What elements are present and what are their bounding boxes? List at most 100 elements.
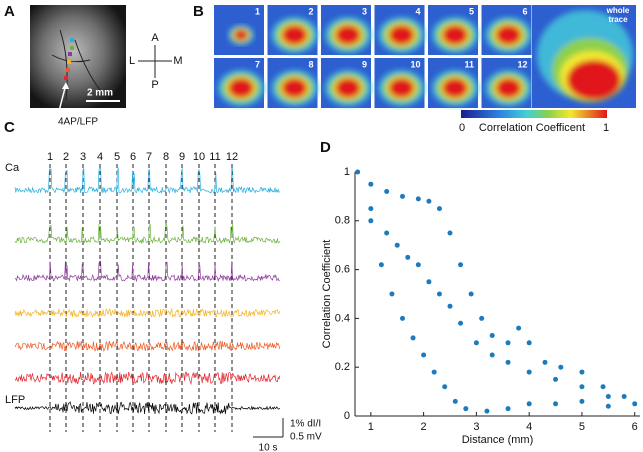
point bbox=[526, 340, 532, 346]
event-number: 4 bbox=[97, 151, 103, 163]
event-number: 7 bbox=[146, 151, 152, 163]
whole-trace-label: whole bbox=[606, 6, 630, 15]
point bbox=[542, 359, 548, 365]
point bbox=[489, 352, 495, 358]
point bbox=[553, 401, 559, 407]
point bbox=[355, 169, 361, 175]
roi-dot bbox=[66, 68, 70, 72]
point bbox=[368, 181, 374, 187]
y-tick-label: 0.6 bbox=[335, 264, 350, 276]
scale-label: 1% dI/I bbox=[290, 419, 321, 430]
point bbox=[442, 384, 448, 390]
panel-label: A bbox=[4, 3, 15, 20]
blob bbox=[495, 78, 522, 98]
colorbar-min: 0 bbox=[459, 122, 465, 134]
point bbox=[436, 291, 442, 297]
x-tick-label: 5 bbox=[579, 421, 585, 433]
frame-blob bbox=[218, 70, 264, 106]
point bbox=[505, 340, 511, 346]
blob bbox=[442, 78, 468, 98]
frame-blob bbox=[432, 70, 478, 106]
x-axis-label: Distance (mm) bbox=[462, 434, 534, 446]
frame-number: 3 bbox=[362, 6, 367, 16]
roi-dot bbox=[70, 38, 74, 42]
point bbox=[484, 408, 490, 414]
compass-label: P bbox=[151, 79, 158, 91]
point bbox=[505, 359, 511, 365]
frame-blob bbox=[378, 70, 425, 106]
point bbox=[463, 406, 469, 412]
frame-number: 6 bbox=[522, 6, 527, 16]
point bbox=[479, 315, 485, 321]
compass bbox=[138, 45, 172, 78]
trace bbox=[14, 307, 281, 318]
scale-label: 10 s bbox=[259, 443, 278, 452]
x-tick-label: 6 bbox=[632, 421, 638, 433]
frame-blob bbox=[485, 17, 532, 53]
frame-number: 1 bbox=[255, 6, 260, 16]
blob bbox=[281, 78, 308, 98]
trace bbox=[14, 260, 280, 283]
colorbar-max: 1 bbox=[603, 122, 609, 134]
point bbox=[389, 291, 395, 297]
event-number: 11 bbox=[209, 151, 220, 163]
y-axis-label: Correlation Coefficient bbox=[321, 240, 333, 349]
roi-dot bbox=[70, 46, 74, 50]
frame-number: 9 bbox=[362, 59, 367, 69]
whole-trace-label: trace bbox=[608, 15, 628, 24]
point bbox=[400, 193, 405, 199]
colorbar bbox=[461, 110, 607, 118]
whole-trace-blob bbox=[537, 10, 633, 102]
point bbox=[489, 332, 495, 338]
event-number: 9 bbox=[179, 151, 185, 163]
roi-dot bbox=[67, 60, 71, 64]
point bbox=[516, 325, 522, 331]
trace bbox=[14, 223, 281, 245]
brain-image bbox=[30, 5, 126, 108]
x-tick-label: 2 bbox=[421, 421, 427, 433]
point bbox=[400, 315, 405, 321]
blob bbox=[388, 25, 415, 45]
frame-blob bbox=[485, 70, 532, 106]
trace bbox=[14, 340, 281, 352]
point bbox=[526, 369, 532, 375]
point bbox=[605, 403, 611, 409]
roi-dot bbox=[64, 76, 68, 80]
point bbox=[421, 352, 427, 358]
frame-blob bbox=[325, 17, 371, 53]
y-tick-label: 0 bbox=[344, 410, 350, 422]
blob bbox=[228, 78, 254, 98]
event-number: 8 bbox=[163, 151, 169, 163]
point bbox=[431, 369, 437, 375]
point bbox=[378, 262, 384, 268]
point bbox=[405, 254, 411, 260]
point bbox=[368, 218, 374, 224]
point bbox=[458, 320, 464, 326]
blob bbox=[388, 78, 415, 98]
arrow bbox=[57, 83, 67, 116]
y-tick-label: 0.8 bbox=[335, 215, 350, 227]
point bbox=[452, 398, 458, 404]
point bbox=[368, 206, 374, 212]
point bbox=[426, 198, 432, 204]
point bbox=[505, 406, 511, 412]
x-tick-label: 1 bbox=[368, 421, 374, 433]
frame-blob bbox=[271, 70, 318, 106]
x-tick-label: 3 bbox=[473, 421, 479, 433]
blob bbox=[335, 25, 361, 45]
frame-blob bbox=[325, 70, 371, 106]
point bbox=[632, 401, 638, 407]
scale-label: 2 mm bbox=[87, 88, 113, 99]
compass-label: A bbox=[151, 32, 159, 44]
frame-number: 8 bbox=[308, 59, 313, 69]
event-number: 3 bbox=[80, 151, 86, 163]
roi-dot bbox=[68, 52, 72, 56]
panel-label: C bbox=[4, 119, 15, 136]
trace bbox=[14, 401, 281, 415]
frame-blob bbox=[378, 17, 425, 53]
blob bbox=[442, 25, 468, 45]
point bbox=[384, 189, 390, 195]
point bbox=[394, 242, 400, 248]
point bbox=[436, 206, 442, 212]
